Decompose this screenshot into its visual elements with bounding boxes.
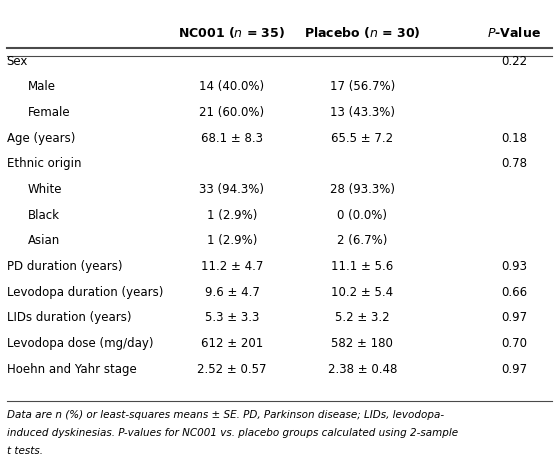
Text: 5.3 ± 3.3: 5.3 ± 3.3 <box>205 311 259 325</box>
Text: NC001 ($\mathit{n}$ = 35): NC001 ($\mathit{n}$ = 35) <box>178 25 286 41</box>
Text: Placebo ($\mathit{n}$ = 30): Placebo ($\mathit{n}$ = 30) <box>304 25 420 41</box>
Text: 612 ± 201: 612 ± 201 <box>201 337 263 350</box>
Text: 10.2 ± 5.4: 10.2 ± 5.4 <box>331 286 394 299</box>
Text: 0.22: 0.22 <box>501 55 527 68</box>
Text: 2.52 ± 0.57: 2.52 ± 0.57 <box>197 363 267 376</box>
Text: Male: Male <box>28 81 56 93</box>
Text: White: White <box>28 183 63 196</box>
Text: 17 (56.7%): 17 (56.7%) <box>330 81 395 93</box>
Text: 1 (2.9%): 1 (2.9%) <box>207 209 257 222</box>
Text: 0.97: 0.97 <box>501 363 527 376</box>
Text: 0.18: 0.18 <box>501 132 527 145</box>
Text: $\mathit{P}$-Value: $\mathit{P}$-Value <box>487 26 541 40</box>
Text: Asian: Asian <box>28 235 60 247</box>
Text: Levodopa dose (mg/day): Levodopa dose (mg/day) <box>7 337 153 350</box>
Text: Ethnic origin: Ethnic origin <box>7 157 81 171</box>
Text: 28 (93.3%): 28 (93.3%) <box>330 183 395 196</box>
Text: 582 ± 180: 582 ± 180 <box>331 337 393 350</box>
Text: t tests.: t tests. <box>7 446 42 455</box>
Text: Age (years): Age (years) <box>7 132 75 145</box>
Text: 2.38 ± 0.48: 2.38 ± 0.48 <box>328 363 397 376</box>
Text: 1 (2.9%): 1 (2.9%) <box>207 235 257 247</box>
Text: 21 (60.0%): 21 (60.0%) <box>200 106 264 119</box>
Text: 0.70: 0.70 <box>501 337 527 350</box>
Text: 68.1 ± 8.3: 68.1 ± 8.3 <box>201 132 263 145</box>
Text: Data are n (%) or least-squares means ± SE. PD, Parkinson disease; LIDs, levodop: Data are n (%) or least-squares means ± … <box>7 410 444 420</box>
Text: 5.2 ± 3.2: 5.2 ± 3.2 <box>335 311 390 325</box>
Text: 11.1 ± 5.6: 11.1 ± 5.6 <box>331 260 394 273</box>
Text: 9.6 ± 4.7: 9.6 ± 4.7 <box>205 286 259 299</box>
Text: 13 (43.3%): 13 (43.3%) <box>330 106 395 119</box>
Text: 33 (94.3%): 33 (94.3%) <box>200 183 264 196</box>
Text: Female: Female <box>28 106 70 119</box>
Text: 0.66: 0.66 <box>501 286 527 299</box>
Text: 0.93: 0.93 <box>501 260 527 273</box>
Text: Black: Black <box>28 209 60 222</box>
Text: 11.2 ± 4.7: 11.2 ± 4.7 <box>201 260 263 273</box>
Text: PD duration (years): PD duration (years) <box>7 260 122 273</box>
Text: 14 (40.0%): 14 (40.0%) <box>200 81 264 93</box>
Text: LIDs duration (years): LIDs duration (years) <box>7 311 131 325</box>
Text: Hoehn and Yahr stage: Hoehn and Yahr stage <box>7 363 136 376</box>
Text: Sex: Sex <box>7 55 28 68</box>
Text: 0.78: 0.78 <box>501 157 527 171</box>
Text: Levodopa duration (years): Levodopa duration (years) <box>7 286 163 299</box>
Text: 0.97: 0.97 <box>501 311 527 325</box>
Text: induced dyskinesias. P-values for NC001 vs. placebo groups calculated using 2-sa: induced dyskinesias. P-values for NC001 … <box>7 428 458 438</box>
Text: 65.5 ± 7.2: 65.5 ± 7.2 <box>331 132 394 145</box>
Text: 0 (0.0%): 0 (0.0%) <box>337 209 387 222</box>
Text: 2 (6.7%): 2 (6.7%) <box>337 235 387 247</box>
